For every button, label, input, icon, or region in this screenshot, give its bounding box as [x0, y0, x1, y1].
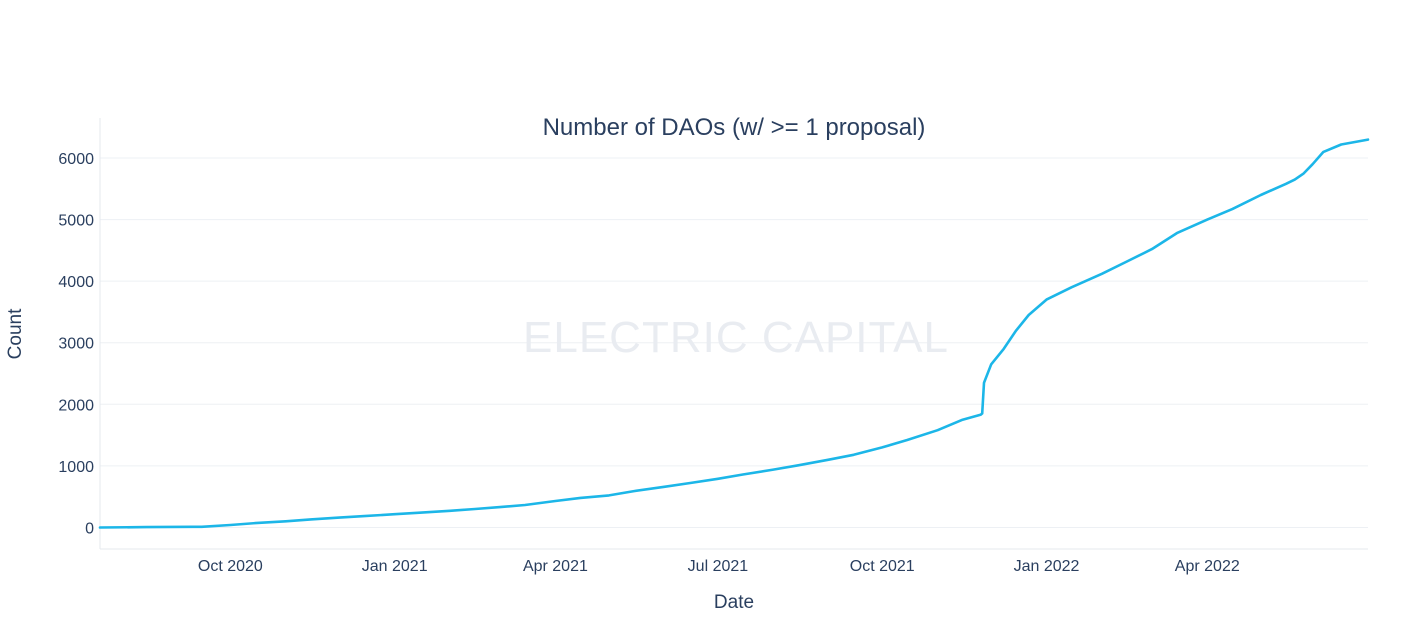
x-tick-label: Jan 2021	[362, 558, 428, 575]
series-layer	[98, 138, 1370, 529]
y-axis-title: Count	[5, 308, 26, 359]
x-tick-label: Oct 2020	[198, 558, 263, 575]
series-line	[98, 138, 1370, 529]
gridlines	[100, 157, 1368, 528]
x-tick-label: Apr 2022	[1175, 558, 1240, 575]
x-tick-label: Jan 2022	[1014, 558, 1080, 575]
y-tick-label: 3000	[58, 336, 94, 353]
y-tick-label: 5000	[58, 213, 94, 230]
x-axis-ticks: Oct 2020 Jan 2021 Apr 2021 Jul 2021 Oct 2021…	[198, 558, 1240, 575]
chart-title: Number of DAOs (w/ >= 1 proposal)	[543, 114, 926, 141]
y-axis-ticks: 0 1000 2000 3000 4000 5000 6000	[58, 151, 94, 537]
y-tick-label: 2000	[58, 397, 94, 414]
x-axis-title: Date	[714, 592, 754, 613]
x-tick-label: Oct 2021	[850, 558, 915, 575]
x-tick-label: Apr 2021	[523, 558, 588, 575]
y-tick-label: 0	[85, 520, 94, 537]
y-tick-label: 1000	[58, 459, 94, 476]
y-tick-label: 6000	[58, 151, 94, 168]
y-tick-label: 4000	[58, 274, 94, 291]
x-tick-label: Jul 2021	[688, 558, 749, 575]
watermark-text: ELECTRIC CAPITAL	[523, 313, 949, 362]
